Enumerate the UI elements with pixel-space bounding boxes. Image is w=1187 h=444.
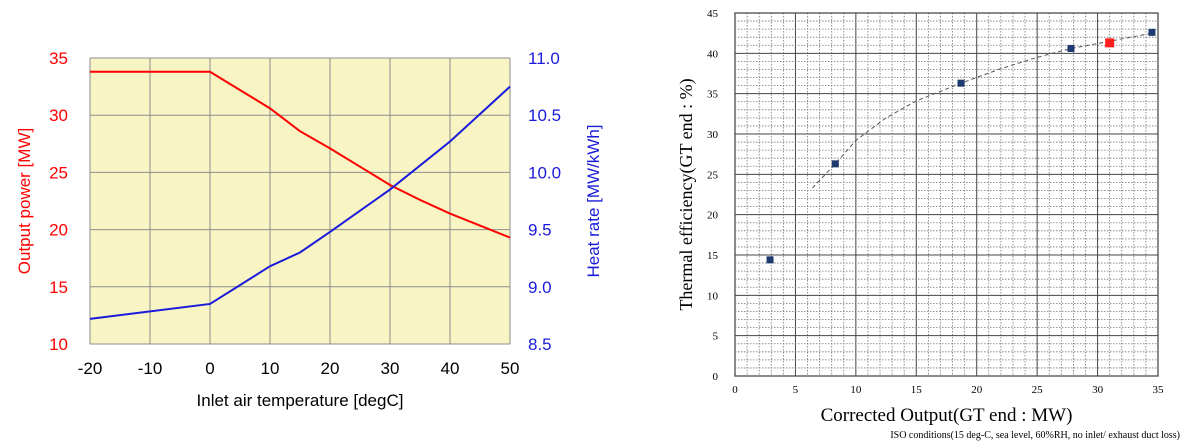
y-tick-label: 20 — [707, 210, 719, 222]
highlight-point — [1105, 38, 1115, 48]
y-tick-label: 10 — [707, 290, 719, 302]
data-point — [1148, 28, 1156, 36]
x-tick-label: 0 — [205, 359, 214, 378]
series-layer — [766, 28, 1156, 264]
grid-lines — [89, 57, 511, 345]
right-y-tick-label: 10.5 — [528, 106, 561, 125]
y-tick-label: 30 — [707, 129, 719, 141]
right-y-tick-label: 11.0 — [528, 49, 560, 68]
plot-frame — [734, 12, 1159, 377]
y-tick-label: 25 — [707, 169, 719, 181]
output-power-line — [90, 70, 511, 239]
left-y-tick-label: 20 — [49, 221, 68, 240]
data-point — [957, 79, 965, 87]
left-y-tick-label: 35 — [49, 49, 68, 68]
heat-rate-line — [89, 85, 511, 320]
left-y-tick-label: 15 — [49, 278, 68, 297]
x-tick-label: 25 — [1032, 384, 1044, 396]
right-y-tick-label: 9.5 — [528, 221, 552, 240]
x-tick-label: 50 — [501, 359, 520, 378]
x-axis-label: Inlet air temperature [degC] — [197, 391, 404, 410]
efficiency-output-chart: 0 5 10 15 20 25 30 35 0 5 10 15 20 25 30 35 40 45 Correct… — [676, 8, 1180, 441]
y-tick-label: 15 — [707, 250, 719, 262]
trend-line — [811, 32, 1153, 189]
conditions-note: ISO conditions(15 deg-C, sea level, 60%R… — [890, 430, 1180, 441]
x-tick-label: 30 — [381, 359, 400, 378]
temperature-performance-chart: -20 -10 0 10 20 30 40 50 10 15 20 25 30 35 8.5 9.0 9.5 10… — [15, 49, 603, 410]
right-y-tick-label: 8.5 — [528, 335, 552, 354]
tick-labels: -20 -10 0 10 20 30 40 50 10 15 20 25 30 35 8.5 9.0 9.5 10… — [49, 49, 561, 378]
left-y-tick-label: 25 — [49, 163, 68, 182]
x-tick-label: 10 — [261, 359, 280, 378]
x-tick-label: 0 — [732, 384, 738, 396]
x-tick-label: 20 — [321, 359, 340, 378]
data-point — [831, 160, 839, 168]
x-tick-label: 35 — [1153, 384, 1165, 396]
data-point — [1067, 44, 1075, 52]
y-tick-label: 0 — [713, 371, 719, 383]
y-tick-label: 40 — [707, 48, 719, 60]
left-y-tick-label: 10 — [49, 335, 68, 354]
x-tick-label: 10 — [850, 384, 862, 396]
series-layer — [89, 70, 511, 320]
x-axis-label: Corrected Output(GT end : MW) — [821, 405, 1073, 426]
y-tick-label: 35 — [707, 89, 719, 101]
x-tick-label: 20 — [971, 384, 983, 396]
x-tick-label: 40 — [441, 359, 460, 378]
x-tick-label: -10 — [138, 359, 163, 378]
left-y-tick-label: 30 — [49, 106, 68, 125]
x-tick-label: 15 — [911, 384, 923, 396]
y-tick-label: 5 — [713, 331, 719, 343]
x-tick-label: 30 — [1092, 384, 1104, 396]
x-tick-label: 5 — [793, 384, 799, 396]
plot-area-background — [90, 58, 510, 344]
grid-lines — [734, 12, 1159, 377]
left-y-axis-label: Output power [MW] — [15, 128, 34, 274]
right-y-tick-label: 10.0 — [528, 163, 561, 182]
y-axis-label: Thermal efficiency(GT end : %) — [676, 78, 697, 310]
tick-labels: 0 5 10 15 20 25 30 35 0 5 10 15 20 25 30 35 40 45 — [707, 8, 1164, 396]
x-tick-label: -20 — [78, 359, 103, 378]
y-tick-label: 45 — [707, 8, 719, 20]
right-y-tick-label: 9.0 — [528, 278, 552, 297]
data-point — [766, 256, 774, 264]
right-y-axis-label: Heat rate [MW/kWh] — [584, 124, 603, 277]
